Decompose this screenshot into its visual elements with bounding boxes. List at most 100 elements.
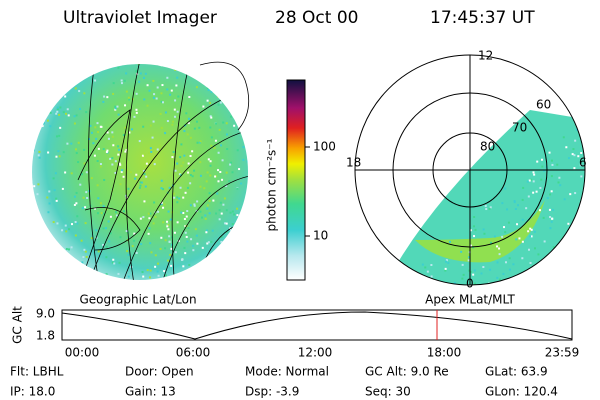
speckle: [112, 92, 115, 95]
speckle: [138, 186, 141, 189]
speckle: [527, 248, 530, 251]
speckle: [529, 227, 532, 230]
speckle: [56, 106, 59, 109]
speckle: [174, 99, 177, 102]
speckle: [217, 95, 220, 98]
speckle: [517, 204, 520, 207]
speckle: [516, 223, 519, 226]
speckle: [579, 164, 582, 167]
speckle: [90, 131, 93, 134]
polar-image: [385, 110, 592, 291]
speckle: [37, 154, 40, 157]
speckle: [84, 206, 87, 209]
speckle: [74, 69, 77, 72]
speckle: [245, 135, 248, 138]
speckle: [225, 222, 228, 225]
speckle: [166, 225, 169, 228]
speckle: [224, 257, 227, 260]
speckle: [77, 161, 80, 164]
speckle: [133, 115, 136, 118]
speckle: [240, 108, 243, 111]
speckle: [74, 234, 77, 237]
speckle: [34, 90, 37, 93]
speckle: [536, 270, 539, 273]
speckle: [210, 82, 213, 85]
speckle: [160, 126, 163, 129]
speckle: [143, 173, 146, 176]
speckle: [568, 274, 571, 277]
speckle: [199, 78, 202, 81]
speckle: [210, 240, 213, 243]
speckle: [521, 257, 524, 260]
speckle: [134, 177, 137, 180]
left-caption: Geographic Lat/Lon: [79, 293, 196, 307]
speckle: [186, 240, 189, 243]
speckle: [107, 137, 110, 140]
speckle: [103, 178, 106, 181]
speckle: [482, 266, 485, 269]
speckle: [173, 192, 176, 195]
speckle: [234, 226, 237, 229]
speckle: [78, 65, 81, 68]
speckle: [149, 269, 152, 272]
speckle: [220, 262, 223, 265]
speckle: [207, 260, 210, 263]
speckle: [571, 153, 574, 156]
speckle: [177, 95, 180, 98]
speckle: [525, 207, 528, 210]
speckle: [80, 239, 83, 242]
speckle: [217, 180, 220, 183]
speckle: [515, 280, 518, 283]
speckle: [76, 222, 79, 225]
speckle: [78, 90, 81, 93]
speckle: [199, 141, 202, 144]
speckle: [138, 80, 141, 83]
speckle: [66, 108, 69, 111]
speckle: [192, 272, 195, 275]
speckle: [532, 171, 535, 174]
speckle: [191, 175, 194, 178]
speckle: [46, 108, 49, 111]
speckle: [32, 245, 33, 248]
speckle: [106, 96, 109, 99]
speckle: [49, 125, 52, 128]
speckle: [168, 240, 171, 243]
speckle: [166, 120, 169, 123]
speckle: [206, 242, 209, 245]
speckle: [116, 105, 119, 108]
speckle: [508, 268, 511, 271]
speckle: [187, 162, 190, 165]
speckle: [424, 266, 427, 269]
speckle: [33, 281, 35, 283]
speckle: [176, 221, 179, 224]
speckle: [35, 113, 38, 116]
speckle: [102, 243, 105, 246]
speckle: [226, 102, 229, 105]
speckle: [186, 210, 189, 213]
speckle: [240, 83, 243, 86]
speckle: [229, 211, 232, 214]
speckle: [179, 171, 182, 174]
speckle: [221, 265, 224, 268]
speckle: [590, 162, 592, 164]
speckle: [184, 191, 187, 194]
speckle: [86, 266, 89, 269]
speckle: [85, 191, 88, 194]
speckle: [565, 146, 568, 149]
speckle: [222, 273, 225, 276]
speckle: [127, 275, 130, 278]
speckle: [233, 124, 236, 127]
speckle: [458, 289, 460, 291]
speckle: [568, 157, 571, 160]
speckle: [77, 141, 80, 144]
speckle: [159, 112, 162, 115]
speckle: [59, 126, 62, 129]
speckle: [249, 181, 251, 183]
speckle: [566, 275, 569, 278]
speckle: [574, 139, 577, 142]
speckle: [37, 258, 40, 261]
speckle: [572, 288, 574, 290]
speckle: [73, 203, 76, 206]
mlt-label: 0: [466, 277, 474, 291]
speckle: [126, 169, 129, 172]
